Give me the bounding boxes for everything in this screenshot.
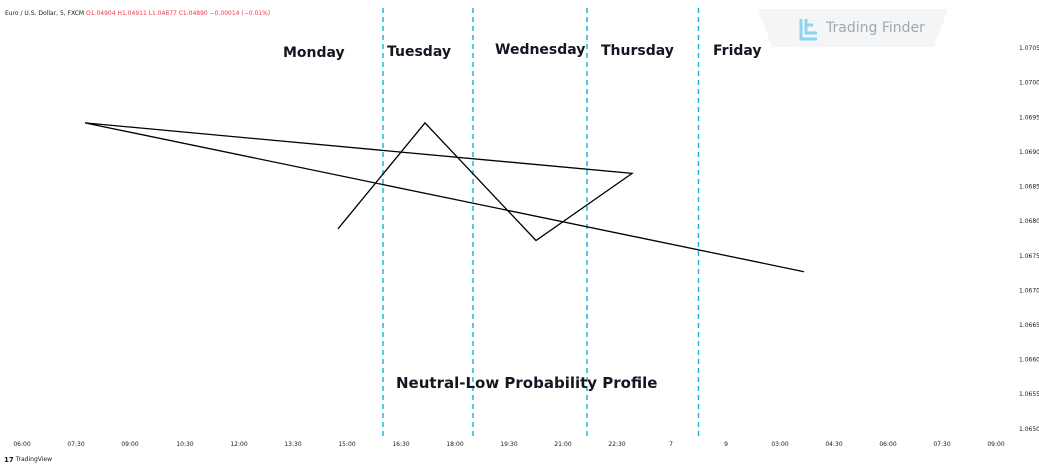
tradingview-label: TradingView [15, 456, 53, 463]
price-axis[interactable]: 1.0705 1.0700 1.0695 1.0690 1.0685 1.0680 1.06… [1019, 45, 1039, 433]
time-tick-label: 06:00 [13, 441, 30, 448]
price-tick-label: 1.0660 [1019, 357, 1039, 364]
price-tick-label: 1.0685 [1019, 184, 1039, 191]
time-tick-label: 19:30 [500, 441, 517, 448]
day-label-monday: Monday [283, 45, 345, 61]
time-tick-label: 16:30 [392, 441, 409, 448]
time-tick-label: 21:00 [554, 441, 571, 448]
time-tick-label: 03:00 [771, 441, 788, 448]
price-tick-label: 1.0680 [1019, 218, 1039, 225]
time-tick-label: 06:00 [879, 441, 896, 448]
price-tick-label: 1.0655 [1019, 391, 1039, 398]
day-label-friday: Friday [713, 43, 762, 59]
day-label-wednesday: Wednesday [495, 42, 586, 58]
ohlc-values: O1.04904 H1.04911 L1.04877 C1.04890 −0.0… [86, 10, 271, 17]
price-tick-label: 1.0665 [1019, 322, 1039, 329]
symbol-info[interactable]: Euro / U.S. Dollar, 5, FXCM O1.04904 H1.… [5, 10, 270, 17]
brand-watermark: Trading Finder [758, 8, 948, 48]
tradingview-logo-icon: 𝟭𝟳 [4, 455, 14, 464]
time-tick-label: 15:00 [338, 441, 355, 448]
time-tick-label: 09:00 [121, 441, 138, 448]
time-axis[interactable]: 06:00 07:30 09:00 10:30 12:00 13:30 15:00 16:30… [13, 441, 1004, 448]
brand-name: Trading Finder [826, 20, 925, 36]
symbol-name[interactable]: Euro / U.S. Dollar, 5, FXCM [5, 10, 85, 17]
price-tick-label: 1.0670 [1019, 287, 1039, 294]
trading-finder-logo-icon [799, 19, 817, 41]
time-tick-label: 12:00 [230, 441, 247, 448]
time-tick-label: 10:30 [176, 441, 193, 448]
time-tick-label: 9 [724, 441, 728, 448]
price-tick-label: 1.0695 [1019, 114, 1039, 121]
time-tick-label: 13:30 [284, 441, 301, 448]
time-tick-label: 07:30 [67, 441, 84, 448]
time-tick-label: 07:30 [933, 441, 950, 448]
time-tick-label: 22:30 [608, 441, 625, 448]
time-tick-label: 18:00 [446, 441, 463, 448]
price-tick-label: 1.0650 [1019, 426, 1039, 433]
price-line-layer [84, 121, 805, 273]
time-tick-label: 04:30 [825, 441, 842, 448]
time-tick-label: 09:00 [987, 441, 1004, 448]
day-separators [382, 8, 700, 440]
day-label-tuesday: Tuesday [387, 44, 451, 60]
price-tick-label: 1.0675 [1019, 253, 1039, 260]
time-tick-label: 7 [669, 441, 673, 448]
price-tick-label: 1.0705 [1019, 45, 1039, 52]
price-tick-label: 1.0700 [1019, 80, 1039, 87]
day-label-thursday: Thursday [601, 43, 674, 59]
price-tick-label: 1.0690 [1019, 149, 1039, 156]
tradingview-footer[interactable]: 𝟭𝟳 TradingView [4, 455, 52, 464]
price-line-series[interactable] [84, 121, 805, 273]
profile-caption: Neutral-Low Probability Profile [396, 374, 658, 392]
